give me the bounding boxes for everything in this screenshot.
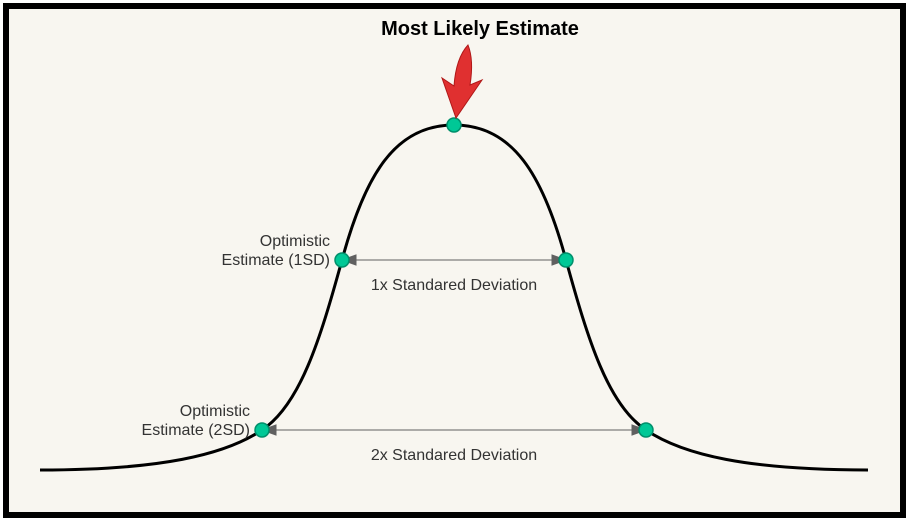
marker-peak	[447, 118, 461, 132]
label-optimistic-1sd: Optimistic Estimate (1SD)	[190, 232, 330, 270]
label-2x-std-dev: 2x Standared Deviation	[344, 446, 564, 465]
marker-1sd-left	[335, 253, 349, 267]
label-optimistic-2sd: Optimistic Estimate (2SD)	[110, 402, 250, 440]
marker-2sd-right	[639, 423, 653, 437]
marker-1sd-right	[559, 253, 573, 267]
label-1x-std-dev: 1x Standared Deviation	[344, 276, 564, 295]
marker-2sd-left	[255, 423, 269, 437]
bell-curve-diagram	[0, 0, 909, 521]
diagram-frame: Most Likely Estimate Optimistic Estimate…	[0, 0, 909, 521]
title-most-likely: Most Likely Estimate	[350, 18, 610, 41]
